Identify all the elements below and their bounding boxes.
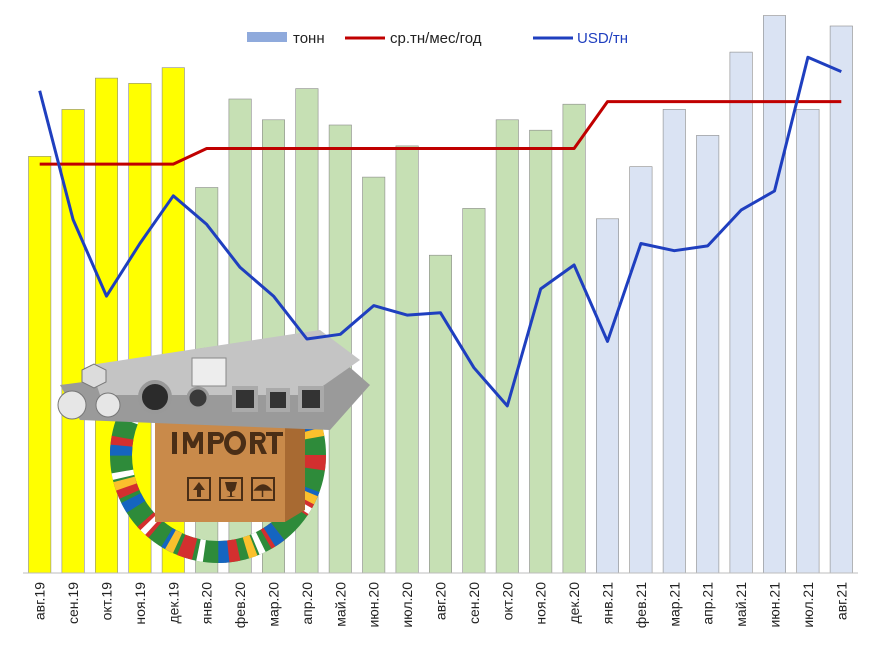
metal-pipe-4 <box>186 386 210 410</box>
bar-19 <box>662 109 686 574</box>
legend-label-avg: ср.тн/мес/год <box>390 30 482 47</box>
box-up-arrow-glyph <box>193 482 205 497</box>
bar-0 <box>28 156 52 574</box>
x-tick-label-1: сен.19 <box>65 582 81 624</box>
metal-square-tube-1 <box>232 386 258 412</box>
metal-square-tube-3 <box>298 386 324 412</box>
flags-ring-accent <box>110 347 326 563</box>
bar-11 <box>395 145 419 574</box>
x-tick-label-16: дек.20 <box>566 582 582 624</box>
metal-pipe-3 <box>138 380 172 414</box>
bar-10 <box>362 176 386 574</box>
x-tick-label-12: авг.20 <box>433 582 449 620</box>
bar-13 <box>462 208 486 574</box>
import-lettering <box>172 431 283 455</box>
metal-pipe-2 <box>95 392 121 418</box>
metal-hex-bar <box>81 363 107 389</box>
bar-series-tonn <box>28 15 853 574</box>
cardboard-box <box>155 412 285 522</box>
box-symbol-umbrella-icon <box>251 477 275 501</box>
bar-18 <box>629 166 653 574</box>
x-tick-label-10: июн.20 <box>366 582 382 628</box>
x-tick-label-20: апр.21 <box>700 582 716 625</box>
legend-label-tonn: тонн <box>293 30 325 47</box>
x-tick-label-15: ноя.20 <box>533 582 549 625</box>
bar-2 <box>95 77 119 574</box>
bar-24 <box>829 25 853 574</box>
x-tick-label-21: май.21 <box>733 582 749 627</box>
bar-22 <box>762 15 786 574</box>
box-umbrella-glyph <box>253 484 273 497</box>
metal-pipe-1 <box>57 390 87 420</box>
bar-17 <box>595 218 619 574</box>
legend-swatch-tonn <box>247 32 287 42</box>
bar-21 <box>729 51 753 574</box>
x-tick-label-14: окт.20 <box>499 582 515 621</box>
x-tick-label-4: дек.19 <box>165 582 181 624</box>
x-tick-label-7: мар.20 <box>266 582 282 627</box>
x-tick-label-13: сен.20 <box>466 582 482 624</box>
x-tick-label-17: янв.21 <box>600 582 616 624</box>
bar-1 <box>61 109 85 574</box>
x-axis-ticks: авг.19 сен.19 окт.19 ноя.19 дек.19 янв.20 фев.… <box>32 582 850 628</box>
x-tick-label-11: июл.20 <box>399 582 415 628</box>
legend: тонн ср.тн/мес/год USD/тн <box>247 30 628 47</box>
cardboard-box-side <box>285 410 305 522</box>
x-tick-label-18: фев.21 <box>633 582 649 628</box>
x-tick-label-2: окт.19 <box>99 582 115 621</box>
bar-14 <box>495 119 519 574</box>
x-tick-label-22: июн.21 <box>767 582 783 628</box>
x-tick-label-24: авг.21 <box>833 582 849 620</box>
box-symbol-up-arrow-icon <box>187 477 211 501</box>
legend-label-usd: USD/тн <box>577 30 628 47</box>
x-tick-label-5: янв.20 <box>199 582 215 624</box>
line-series-usd <box>38 55 842 408</box>
x-tick-label-0: авг.19 <box>32 582 48 620</box>
x-tick-label-23: июл.21 <box>800 582 816 628</box>
bar-15 <box>529 129 553 574</box>
flags-ring-accent-2 <box>110 347 326 563</box>
x-tick-label-3: ноя.19 <box>132 582 148 625</box>
box-glass-glyph <box>225 482 237 497</box>
x-tick-label-9: май.20 <box>332 582 348 627</box>
metal-beam <box>191 357 227 387</box>
box-symbol-glass-icon <box>219 477 243 501</box>
line-series-avg <box>39 100 842 166</box>
x-tick-label-19: мар.21 <box>666 582 682 627</box>
bar-23 <box>796 109 820 574</box>
avg-line <box>39 100 842 166</box>
bar-20 <box>696 135 720 574</box>
metal-square-tube-2 <box>266 388 290 412</box>
bar-12 <box>428 254 452 574</box>
bar-16 <box>562 103 586 574</box>
import-illustration <box>57 330 370 563</box>
x-tick-label-6: фев.20 <box>232 582 248 628</box>
x-tick-label-8: апр.20 <box>299 582 315 625</box>
